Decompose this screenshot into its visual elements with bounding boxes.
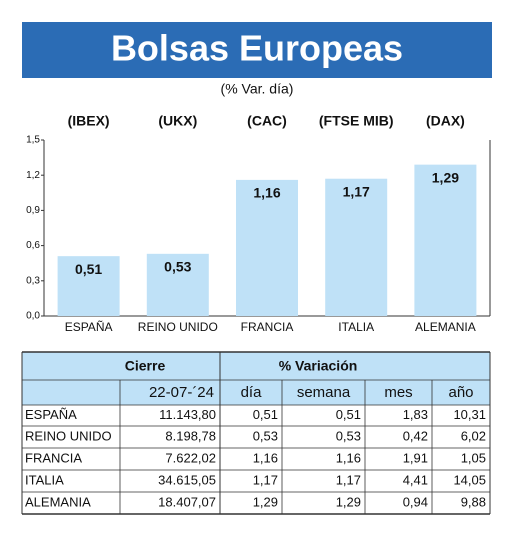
bar bbox=[414, 164, 477, 316]
table-cell: 9,88 bbox=[461, 494, 486, 509]
title-band bbox=[22, 22, 492, 78]
x-tick-label: FRANCIA bbox=[241, 320, 294, 334]
table-cell: 1,05 bbox=[461, 450, 486, 465]
bar bbox=[236, 179, 298, 316]
x-tick-label: ESPAÑA bbox=[65, 320, 113, 334]
table-cell: 0,94 bbox=[403, 494, 428, 509]
y-tick-label: 1,2 bbox=[26, 170, 40, 181]
table-header-bg bbox=[22, 352, 490, 405]
value-label: 1,17 bbox=[343, 183, 370, 199]
table-cell: 6,02 bbox=[461, 428, 486, 443]
table-row-label: FRANCIA bbox=[25, 450, 82, 465]
table-cell: 1,29 bbox=[253, 494, 278, 509]
index-label: (FTSE MIB) bbox=[319, 113, 394, 129]
table-cell: 1,91 bbox=[403, 450, 428, 465]
y-tick-label: 0,3 bbox=[26, 275, 40, 286]
bar bbox=[146, 253, 209, 316]
chart-subtitle: (% Var. día) bbox=[221, 81, 294, 97]
table-cell: 8.198,78 bbox=[165, 428, 216, 443]
bar bbox=[325, 178, 388, 316]
table-cell: 14,05 bbox=[453, 472, 486, 487]
table-subheader: año bbox=[448, 384, 473, 401]
table-cell: 4,41 bbox=[403, 472, 428, 487]
table-subheader: 22-07-´24 bbox=[149, 384, 214, 401]
table-cell: 1,29 bbox=[336, 494, 361, 509]
table-cell: 1,83 bbox=[403, 407, 428, 422]
table-row-label: ESPAÑA bbox=[25, 407, 77, 422]
table-cell: 11.143,80 bbox=[159, 407, 216, 422]
y-tick-label: 0,9 bbox=[26, 205, 40, 216]
index-label: (CAC) bbox=[247, 113, 287, 129]
table-cell: 34.615,05 bbox=[158, 472, 216, 487]
bar bbox=[57, 256, 120, 316]
table-cell: 0,51 bbox=[253, 407, 278, 422]
table-row-label: ALEMANIA bbox=[25, 494, 91, 509]
table-subheader: mes bbox=[384, 384, 412, 401]
table-subheader: semana bbox=[297, 384, 351, 401]
y-tick-label: 0,6 bbox=[26, 240, 40, 251]
table-cell: 1,17 bbox=[253, 472, 278, 487]
table-row-label: REINO UNIDO bbox=[25, 428, 112, 443]
x-tick-label: REINO UNIDO bbox=[138, 320, 218, 334]
table-cell: 0,42 bbox=[403, 428, 428, 443]
chart-title: Bolsas Europeas bbox=[111, 28, 403, 69]
value-label: 0,53 bbox=[164, 259, 191, 275]
x-tick-label: ITALIA bbox=[338, 320, 374, 334]
index-label: (IBEX) bbox=[68, 113, 110, 129]
table-cell: 1,17 bbox=[336, 472, 361, 487]
table-cell: 18.407,07 bbox=[158, 494, 216, 509]
table-row-label: ITALIA bbox=[25, 472, 64, 487]
table-header: % Variación bbox=[279, 358, 358, 374]
table-header: Cierre bbox=[125, 358, 166, 374]
table-subheader: día bbox=[241, 384, 263, 401]
value-label: 1,29 bbox=[432, 169, 459, 185]
table-cell: 0,53 bbox=[336, 428, 361, 443]
table-cell: 0,53 bbox=[253, 428, 278, 443]
y-tick-label: 1,5 bbox=[26, 135, 40, 146]
value-label: 1,16 bbox=[253, 185, 280, 201]
table-cell: 7.622,02 bbox=[165, 450, 216, 465]
x-tick-label: ALEMANIA bbox=[415, 320, 476, 334]
value-label: 0,51 bbox=[75, 261, 102, 277]
table-cell: 1,16 bbox=[336, 450, 361, 465]
index-label: (DAX) bbox=[426, 113, 465, 129]
table-cell: 0,51 bbox=[336, 407, 361, 422]
table-cell: 10,31 bbox=[453, 407, 486, 422]
y-tick-label: 0,0 bbox=[26, 311, 40, 322]
table-cell: 1,16 bbox=[253, 450, 278, 465]
index-label: (UKX) bbox=[158, 113, 197, 129]
